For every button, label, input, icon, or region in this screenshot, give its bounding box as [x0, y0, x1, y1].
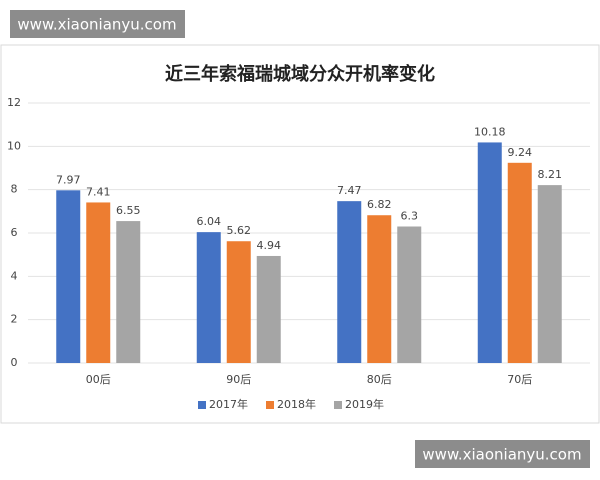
legend-label: 2017年	[209, 397, 248, 411]
watermark: www.xiaonianyu.com	[422, 446, 581, 464]
y-tick-label: 6	[11, 226, 18, 239]
bar	[337, 201, 362, 363]
x-tick-label: 80后	[367, 373, 392, 386]
data-label: 6.82	[367, 198, 392, 211]
x-tick-label: 70后	[507, 373, 532, 386]
watermark: www.xiaonianyu.com	[17, 16, 176, 34]
y-tick-label: 2	[11, 313, 18, 326]
legend-label: 2018年	[277, 397, 316, 411]
legend-label: 2019年	[345, 397, 384, 411]
data-label: 5.62	[227, 224, 252, 237]
legend-swatch	[334, 401, 342, 409]
legend-swatch	[198, 401, 206, 409]
bar	[367, 215, 392, 363]
data-label: 7.97	[56, 173, 81, 186]
data-label: 9.24	[508, 146, 533, 159]
bar	[226, 241, 251, 363]
bar	[397, 226, 422, 363]
bar	[86, 202, 111, 363]
data-label: 4.94	[257, 239, 282, 252]
data-label: 7.47	[337, 184, 362, 197]
y-tick-label: 0	[11, 356, 18, 369]
y-tick-label: 12	[7, 96, 21, 109]
bar	[116, 221, 141, 363]
bar	[56, 190, 81, 363]
data-label: 6.55	[116, 204, 141, 217]
bar	[196, 232, 221, 363]
bar	[537, 185, 562, 363]
bar	[256, 255, 281, 363]
watermark-box	[415, 440, 590, 468]
chart-title: 近三年索福瑞城域分众开机率变化	[165, 63, 435, 85]
x-tick-label: 00后	[86, 373, 111, 386]
legend-swatch	[266, 401, 274, 409]
x-tick-label: 90后	[226, 373, 251, 386]
bar	[507, 162, 532, 363]
y-tick-label: 10	[7, 139, 21, 152]
y-tick-label: 8	[11, 183, 18, 196]
data-label: 6.04	[197, 215, 222, 228]
data-label: 6.3	[401, 210, 419, 223]
data-label: 8.21	[538, 168, 563, 181]
bar	[477, 142, 502, 363]
y-tick-label: 4	[11, 269, 18, 282]
data-label: 7.41	[86, 185, 111, 198]
data-label: 10.18	[474, 125, 506, 138]
watermark-box	[10, 10, 185, 38]
